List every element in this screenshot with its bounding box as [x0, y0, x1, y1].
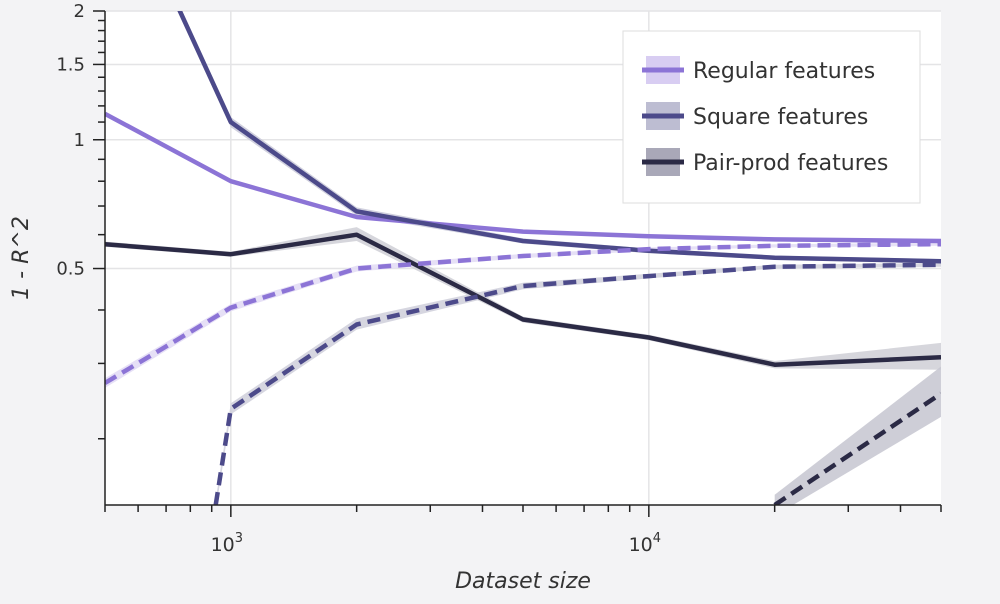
band-5 [774, 366, 941, 505]
legend-label-square: Square features [693, 105, 868, 130]
legend: Regular features Square features Pair-pr… [622, 30, 921, 204]
axes: 103 104 0.5 1 1.5 2 [56, 1, 942, 556]
y-tick-label-3: 2 [74, 1, 85, 22]
legend-label-regular: Regular features [693, 59, 875, 84]
y-tick-label-1: 1 [74, 130, 85, 151]
x-tick-label-0: 103 [211, 531, 243, 556]
y-tick-label-2: 1.5 [56, 54, 85, 75]
x-axis-label: Dataset size [455, 569, 591, 594]
data-layer [105, 11, 941, 505]
series-line-0 [105, 111, 941, 244]
y-tick-label-0: 0.5 [56, 259, 85, 280]
series-line-1 [177, 11, 941, 264]
series-group [105, 11, 941, 505]
band-3 [105, 242, 941, 388]
y-axis-label: 1 - R^2 [9, 216, 34, 300]
series-line-5 [773, 391, 941, 505]
series-line-4 [213, 262, 941, 505]
series-line-2 [105, 232, 941, 367]
series-line-3 [105, 241, 941, 385]
band-2 [105, 227, 941, 370]
x-tick-label-1: 104 [629, 531, 661, 556]
legend-label-pairprod: Pair-prod features [693, 151, 888, 176]
